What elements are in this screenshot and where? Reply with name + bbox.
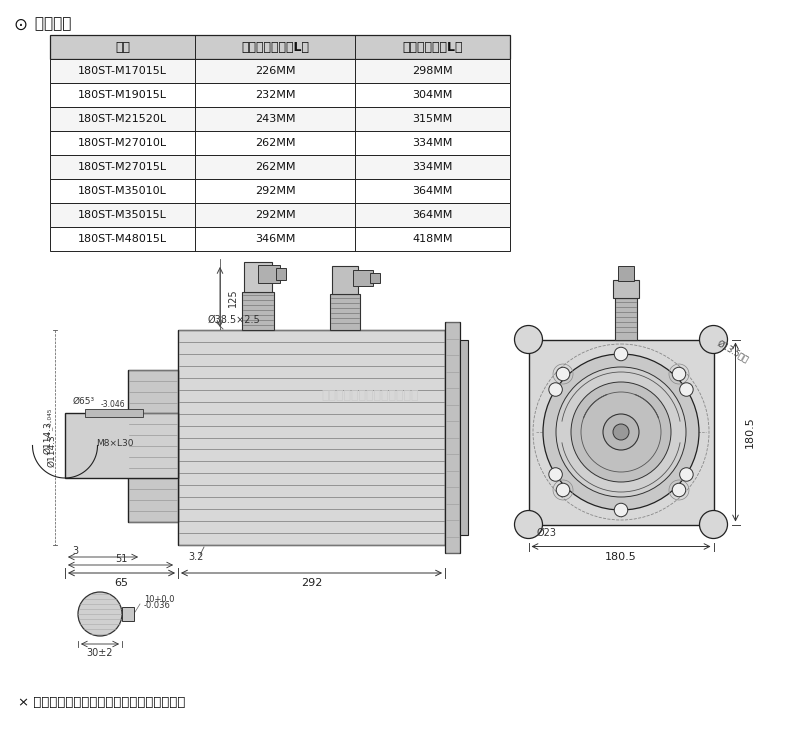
Text: 180ST-M35010L: 180ST-M35010L [78,186,167,196]
Circle shape [514,326,542,354]
Bar [50,35,510,59]
Text: -0.036: -0.036 [144,601,171,610]
Bar [50,107,510,131]
Text: 3: 3 [72,546,78,556]
Text: 180.5: 180.5 [605,552,637,561]
Text: 180ST-M48015L: 180ST-M48015L [78,234,167,244]
Bar [370,273,380,283]
Text: M8×L30: M8×L30 [97,439,133,448]
Text: 180ST-M27015L: 180ST-M27015L [78,162,167,172]
Circle shape [672,367,686,381]
Bar [128,370,178,522]
Text: 30±2: 30±2 [87,648,113,658]
Circle shape [556,367,686,497]
Bar [50,59,510,83]
Text: 180ST-M35015L: 180ST-M35015L [78,210,167,220]
Text: Ø38.5×2.5: Ø38.5×2.5 [208,315,261,325]
Bar [50,179,510,203]
Text: 180ST-M19015L: 180ST-M19015L [78,90,167,100]
Text: 带电磁抱闸（L）: 带电磁抱闸（L） [402,41,462,53]
Circle shape [557,483,570,496]
Bar [460,340,468,535]
Text: Ø23: Ø23 [536,528,557,537]
Text: × 以上为标准安装尺寸，可根据客户要求改动: × 以上为标准安装尺寸，可根据客户要求改动 [18,696,185,709]
Text: 180ST-M21520L: 180ST-M21520L [78,114,167,124]
Text: 364MM: 364MM [412,210,453,220]
Circle shape [603,414,639,450]
Circle shape [549,468,562,481]
Bar [65,413,178,478]
Text: 型号: 型号 [115,41,130,53]
Text: Ø65³: Ø65³ [73,397,95,405]
Circle shape [571,382,671,482]
Bar [353,270,373,286]
Text: 125: 125 [228,289,238,308]
Text: 226MM: 226MM [255,66,295,76]
Bar [615,297,637,340]
Circle shape [699,510,728,539]
Circle shape [78,592,122,636]
Bar [242,292,274,330]
Text: 180ST-M17015L: 180ST-M17015L [78,66,167,76]
Text: 180ST-M27010L: 180ST-M27010L [78,138,167,148]
Text: Ø13.5深柱: Ø13.5深柱 [715,339,750,364]
Bar [50,203,510,227]
Circle shape [680,383,693,397]
Bar [85,409,143,417]
Text: 10+0.0: 10+0.0 [144,596,174,604]
Text: 180.5: 180.5 [744,416,754,448]
Text: -3.046: -3.046 [101,399,126,408]
Text: 304MM: 304MM [412,90,453,100]
Text: 65: 65 [115,578,129,588]
Text: 243MM: 243MM [255,114,295,124]
Text: 364MM: 364MM [412,186,453,196]
Bar [50,227,510,251]
Circle shape [549,383,562,397]
Circle shape [613,424,629,440]
Bar [613,279,639,297]
Bar [276,268,286,280]
Text: 不带刹车尺寸（L）: 不带刹车尺寸（L） [241,41,309,53]
Text: 292: 292 [301,578,322,588]
Bar [330,294,360,330]
Text: ⊙: ⊙ [13,16,27,34]
Bar [244,262,272,292]
Bar [528,340,714,524]
Bar [618,265,634,281]
Text: 334MM: 334MM [412,138,453,148]
Text: 418MM: 418MM [412,234,453,244]
Bar [50,155,510,179]
Text: Ø114.3: Ø114.3 [43,421,53,454]
Text: 3.2: 3.2 [188,552,203,562]
Text: 292MM: 292MM [254,186,295,196]
Text: 298MM: 298MM [412,66,453,76]
Bar [122,607,134,621]
Circle shape [680,468,693,481]
Text: 232MM: 232MM [255,90,295,100]
Text: 292MM: 292MM [254,210,295,220]
Circle shape [672,483,686,496]
Bar [178,330,445,545]
Text: 334MM: 334MM [412,162,453,172]
Text: 262MM: 262MM [255,162,295,172]
Text: Ø114.3°₋⁰⋅⁰⁴⁵: Ø114.3°₋⁰⋅⁰⁴⁵ [48,408,57,467]
Circle shape [614,503,628,517]
Text: 346MM: 346MM [255,234,295,244]
Circle shape [557,367,570,381]
Circle shape [699,326,728,354]
Circle shape [514,510,542,539]
Bar [445,322,460,553]
Text: 51: 51 [115,554,128,564]
Circle shape [614,347,628,361]
Bar [332,266,358,294]
Text: 锦泽侗控自动化科技有限公司: 锦泽侗控自动化科技有限公司 [321,389,418,402]
Circle shape [543,354,699,510]
Text: 安装尺寸: 安装尺寸 [30,16,71,31]
Bar [50,131,510,155]
Text: 262MM: 262MM [255,138,295,148]
Bar [258,265,280,283]
Bar [50,83,510,107]
Text: 315MM: 315MM [412,114,453,124]
